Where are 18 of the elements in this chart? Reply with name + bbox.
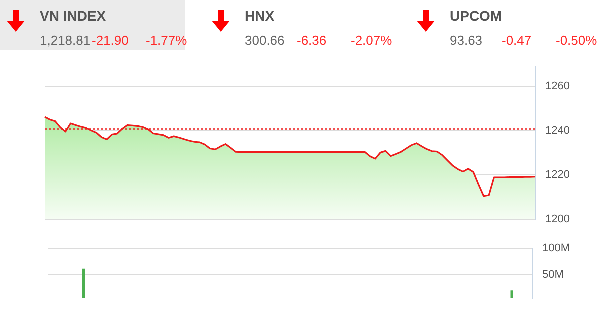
text: HNX — [245, 8, 275, 24]
y-tick-label: 1260 — [546, 80, 570, 93]
y-tick-label: 1200 — [546, 213, 570, 226]
y-tick-label: 100M — [542, 242, 570, 255]
y-tick-label: 1240 — [546, 124, 570, 137]
text: -0.47 — [502, 33, 532, 48]
text: -21.90 — [92, 33, 129, 48]
text: 93.63 — [450, 33, 483, 48]
text: UPCOM — [450, 8, 502, 24]
text: 300.66 — [245, 33, 285, 48]
text: -6.36 — [297, 33, 327, 48]
text: 1,218.81 — [40, 33, 91, 48]
text: VN INDEX — [40, 8, 106, 24]
text: -0.50% — [556, 33, 598, 48]
y-tick-label: 50M — [542, 269, 564, 282]
text: -2.07% — [351, 33, 392, 48]
y-tick-label: 1220 — [546, 169, 570, 182]
text: -1.77% — [146, 33, 188, 48]
